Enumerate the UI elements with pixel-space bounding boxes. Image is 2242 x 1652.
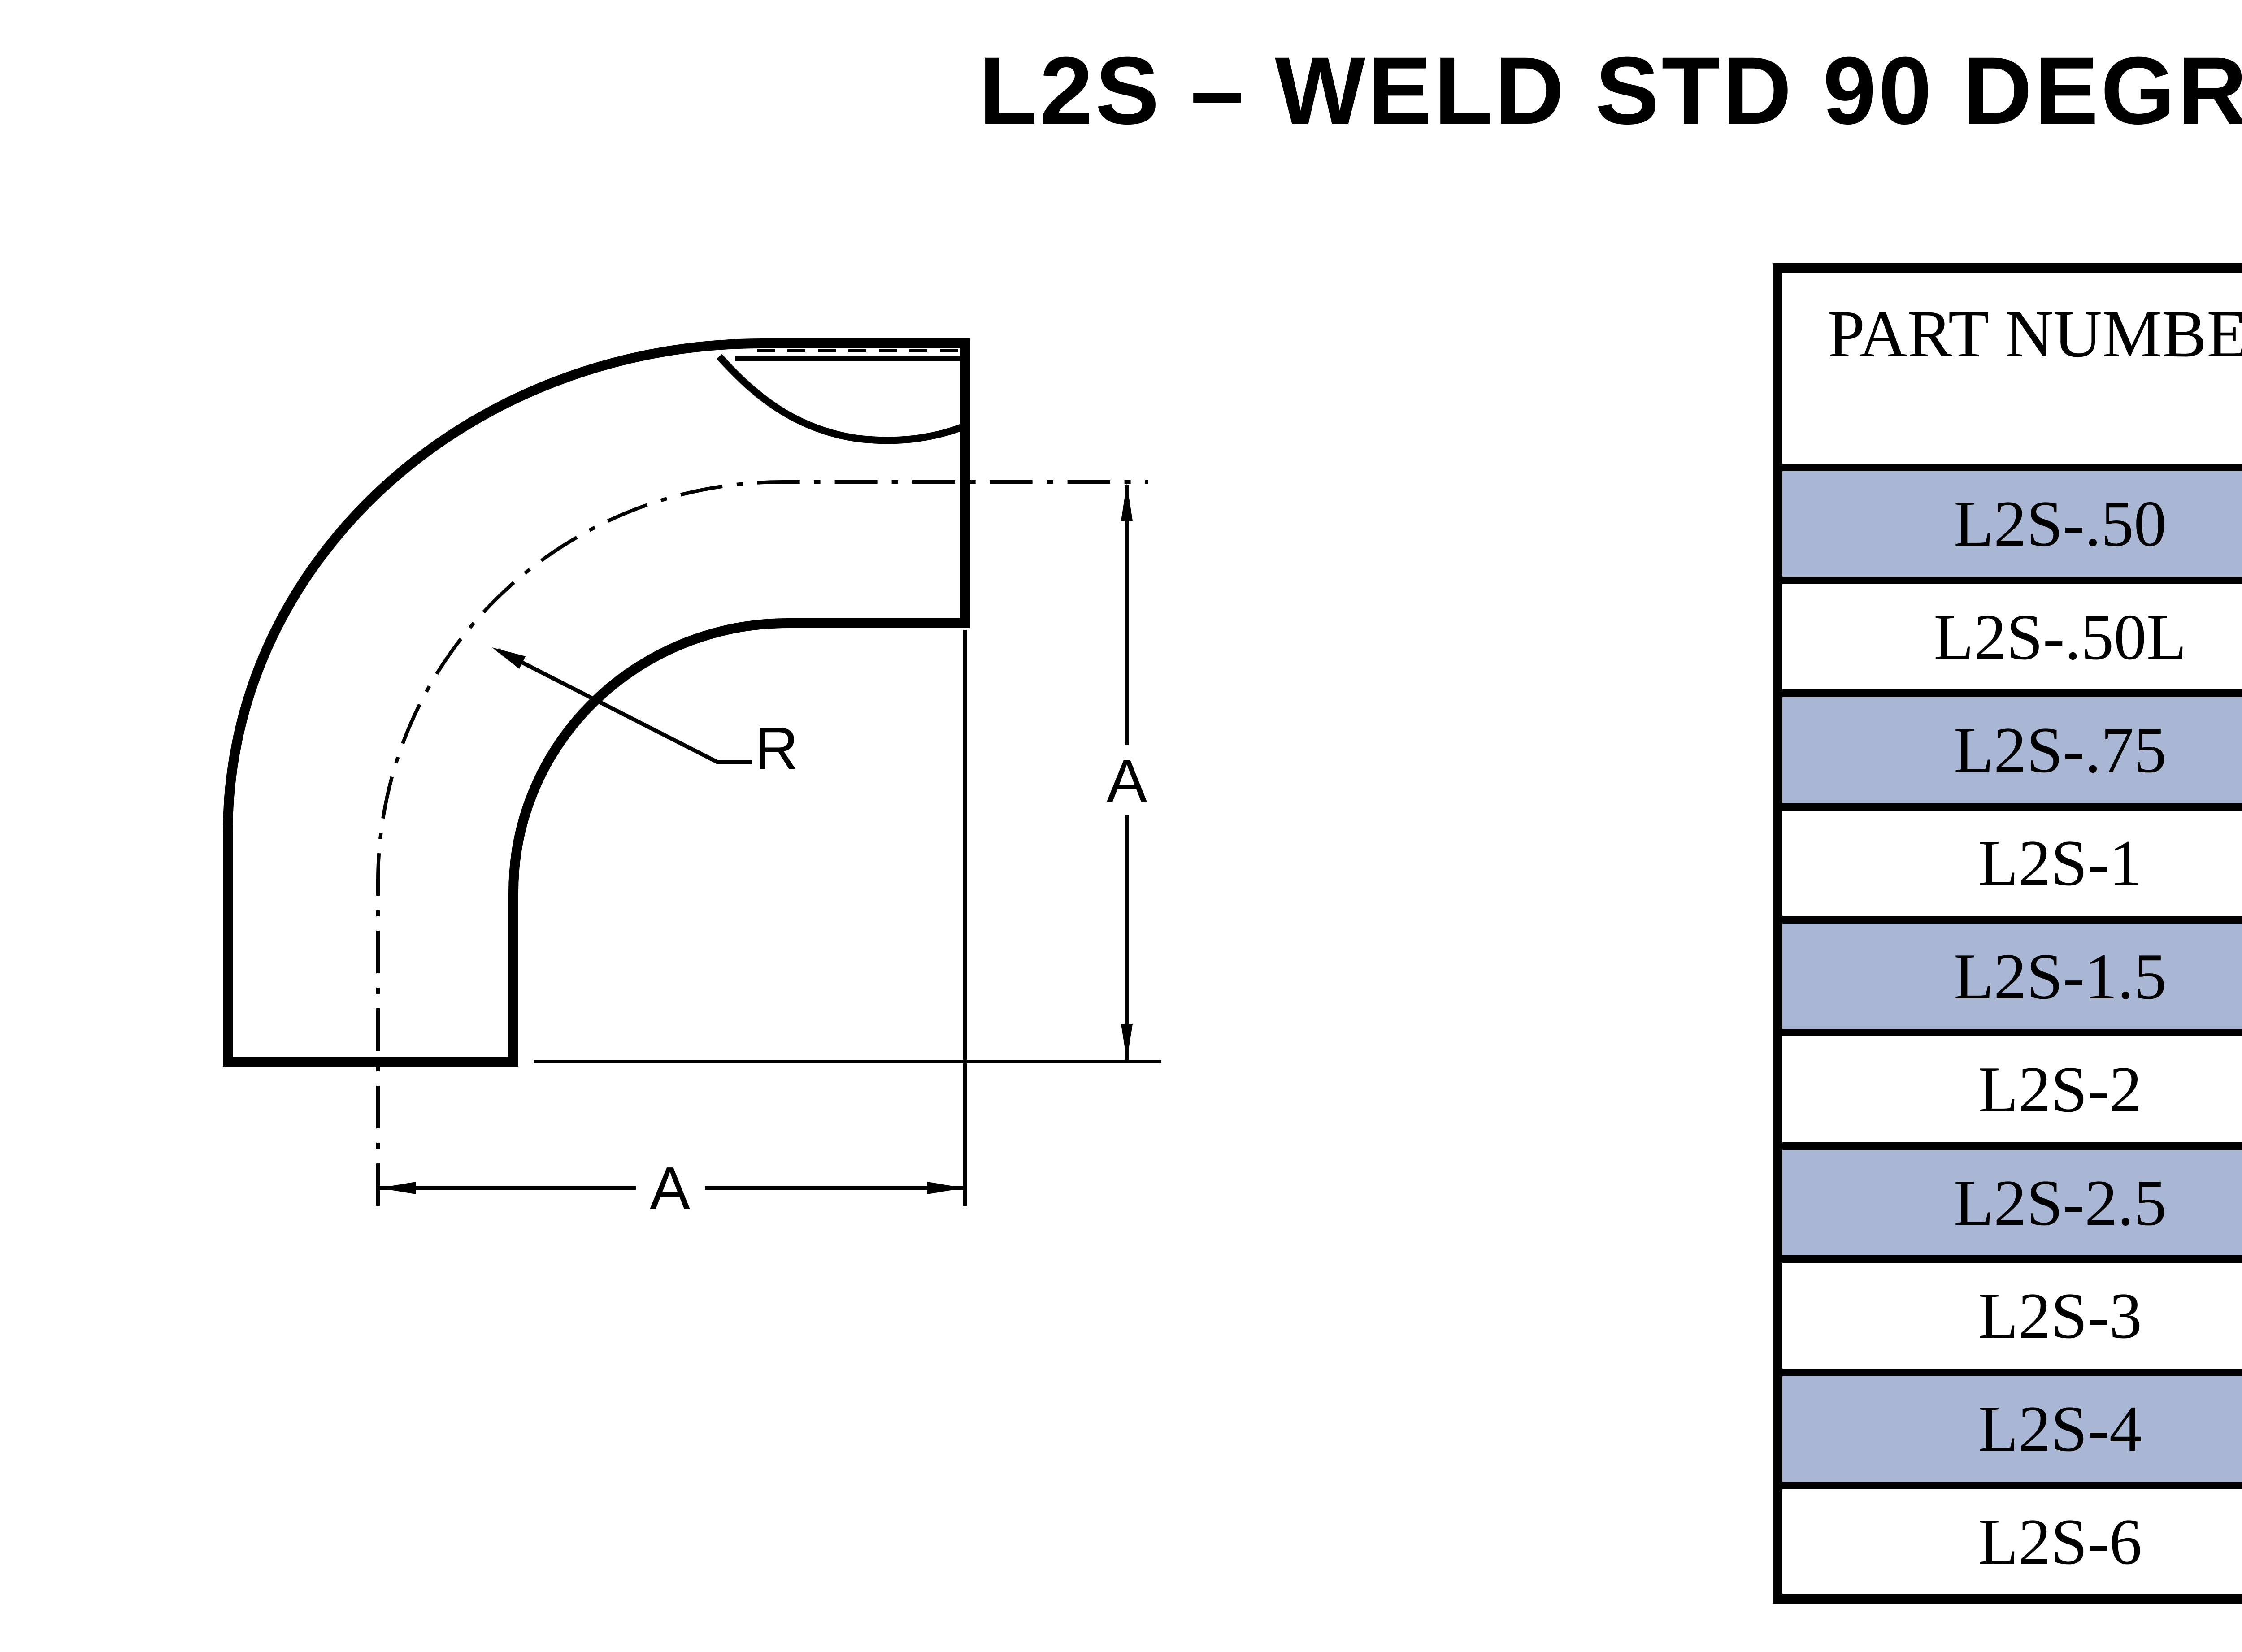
pipe-centerline <box>376 480 1148 1206</box>
arrowhead-left-icon <box>379 1182 416 1194</box>
page-title: L2S – WELD STD 90 DEGREE ELBOW <box>978 37 2242 144</box>
table-row: L2S-6 6 11.000 9.000 <box>1773 1481 2242 1603</box>
cell-part-number: L2S-.50L <box>1773 576 2242 698</box>
radius-leader-line <box>496 648 752 764</box>
cell-part-number: L2S-.50 <box>1773 463 2242 584</box>
elbow-technical-drawing: A A R <box>223 338 1161 1222</box>
table-row: L2S-1 1 2.062 1.500 <box>1773 802 2242 924</box>
table-row: L2S-1.5 1-1/2 2.937 2.250 <box>1773 916 2242 1037</box>
column-header-line1: PART NUMBER <box>1827 297 2242 371</box>
table-row: L2S-3 3 6.312 4.500 <box>1773 1255 2242 1376</box>
arrowhead-up-icon <box>1121 483 1133 521</box>
cell-part-number: L2S-1.5 <box>1773 916 2242 1037</box>
cell-part-number: L2S-2.5 <box>1773 1142 2242 1263</box>
dim-horizontal-label: A <box>650 1154 690 1222</box>
arrowhead-down-icon <box>1121 1024 1133 1061</box>
cell-part-number: L2S-6 <box>1773 1481 2242 1603</box>
radius-label: R <box>755 715 799 782</box>
dimension-table: PART NUMBER SIZE (inches) A (inches) R (… <box>1773 263 2242 1604</box>
bore-mouth-curve <box>717 354 966 444</box>
cell-part-number: L2S-3 <box>1773 1255 2242 1376</box>
arrowhead-right-icon <box>927 1182 964 1194</box>
table-header-row: PART NUMBER SIZE (inches) A (inches) R (… <box>1773 264 2242 471</box>
table-row: L2S-4 4 8.312 6.000 <box>1773 1368 2242 1490</box>
table-row: L2S-2 2 4.062 3.000 <box>1773 1029 2242 1150</box>
column-header-part-number: PART NUMBER <box>1773 264 2242 471</box>
table-row: L2S-.75 3/4 3.000 1.125 <box>1773 689 2242 811</box>
elbow-outline <box>223 338 970 1067</box>
cell-part-number: L2S-2 <box>1773 1029 2242 1150</box>
cell-part-number: L2S-4 <box>1773 1368 2242 1490</box>
dim-vertical-label: A <box>1107 747 1147 815</box>
table-row: L2S-.50 1/2 3.000 .750 <box>1773 463 2242 584</box>
cell-part-number: L2S-.75 <box>1773 689 2242 811</box>
cell-part-number: L2S-1 <box>1773 802 2242 924</box>
arrowhead-leader-icon <box>492 647 526 669</box>
table-row: L2S-.50L 1/2 3.000 1.125 <box>1773 576 2242 698</box>
table-row: L2S-2.5 2-1/2 5.187 3.750 <box>1773 1142 2242 1263</box>
